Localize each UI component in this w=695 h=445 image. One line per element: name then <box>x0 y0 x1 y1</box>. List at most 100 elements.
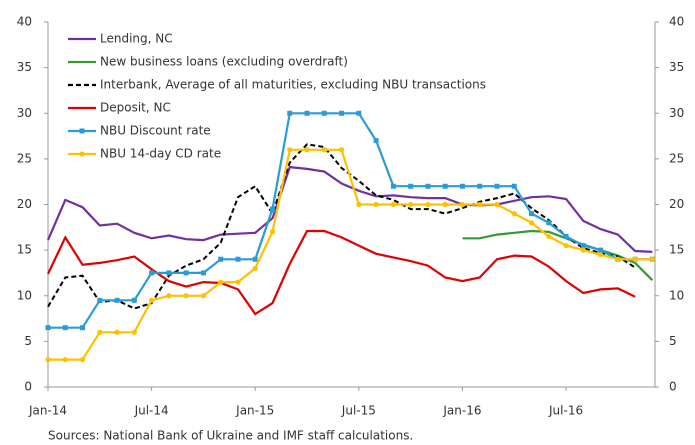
y2-tick-label: 20 <box>669 197 684 211</box>
data-point <box>580 243 586 249</box>
legend-label: NBU 14-day CD rate <box>100 147 221 161</box>
data-point <box>615 256 621 262</box>
data-point <box>632 256 638 262</box>
data-point <box>511 183 517 189</box>
data-point <box>459 183 465 189</box>
legend-label: New business loans (excluding overdraft) <box>100 55 348 69</box>
data-point <box>79 357 86 363</box>
series-line <box>47 143 636 310</box>
series-line <box>48 112 653 329</box>
series-line <box>48 148 653 361</box>
data-point <box>563 242 569 249</box>
data-point <box>563 233 569 239</box>
data-point <box>269 206 275 212</box>
data-point <box>149 270 155 276</box>
data-point <box>304 110 310 116</box>
y2-tick-label: 40 <box>669 15 684 29</box>
data-point <box>649 256 656 262</box>
data-point <box>373 201 379 208</box>
data-point <box>494 183 500 189</box>
data-point <box>114 297 120 303</box>
y-tick-label: 40 <box>17 15 32 29</box>
data-point <box>408 183 414 189</box>
data-point <box>183 293 189 299</box>
data-point <box>200 293 207 299</box>
data-point <box>580 247 586 253</box>
y-tick-label: 20 <box>17 197 32 211</box>
data-point <box>252 256 258 262</box>
data-point <box>45 357 51 363</box>
data-point <box>97 297 103 303</box>
y2-tick-label: 25 <box>669 151 684 165</box>
data-point <box>408 201 414 208</box>
data-point <box>235 279 241 285</box>
data-point <box>511 211 517 217</box>
source-note: Sources: National Bank of Ukraine and IM… <box>48 429 413 443</box>
legend-label: Deposit, NC <box>100 101 171 115</box>
y2-tick-label: 10 <box>669 288 684 302</box>
y-tick-label: 10 <box>17 288 32 302</box>
x-tick-label: Jan-16 <box>442 404 481 418</box>
y2-tick-label: 5 <box>669 334 677 348</box>
data-point <box>218 279 224 285</box>
y-tick-label: 35 <box>17 60 32 74</box>
data-point <box>218 256 224 262</box>
data-point <box>321 110 327 116</box>
data-point <box>183 270 189 276</box>
data-point <box>598 247 604 253</box>
legend-marker <box>79 128 85 134</box>
series-line <box>47 229 636 316</box>
data-point <box>62 357 68 363</box>
data-point <box>339 110 345 116</box>
data-point <box>546 233 552 240</box>
data-point <box>166 293 172 299</box>
legend-label: Lending, NC <box>100 32 173 46</box>
data-point <box>494 201 500 208</box>
data-point <box>356 201 362 208</box>
x-tick-label: Jan-15 <box>235 404 274 418</box>
data-point <box>390 183 396 189</box>
data-point <box>321 147 327 153</box>
data-point <box>200 270 206 276</box>
data-point <box>477 183 483 189</box>
data-point <box>477 201 483 208</box>
data-point <box>529 211 535 217</box>
data-point <box>131 297 137 303</box>
y2-tick-label: 35 <box>669 60 684 74</box>
data-point <box>304 147 310 153</box>
y-tick-label: 15 <box>17 243 32 257</box>
data-point <box>45 325 51 331</box>
x-tick-label: Jan-14 <box>28 404 67 418</box>
data-point <box>390 201 396 208</box>
x-tick-label: Jul-16 <box>548 404 583 418</box>
y-tick-label: 25 <box>17 151 32 165</box>
y2-tick-label: 15 <box>669 243 684 257</box>
data-point <box>442 201 448 208</box>
data-point <box>528 220 535 226</box>
data-point <box>166 270 172 276</box>
data-point <box>546 220 552 226</box>
data-point <box>459 201 466 208</box>
data-point <box>442 183 448 189</box>
data-point <box>80 325 86 331</box>
data-point <box>338 147 345 153</box>
data-point <box>97 329 103 335</box>
data-point <box>287 110 293 116</box>
y-tick-label: 0 <box>24 380 32 394</box>
data-point <box>252 265 258 271</box>
data-point <box>114 329 120 335</box>
data-point <box>425 183 431 189</box>
data-point <box>149 297 155 303</box>
data-point <box>356 110 362 116</box>
legend-label: NBU Discount rate <box>100 124 211 138</box>
series-line <box>46 165 653 253</box>
x-tick-label: Jul-14 <box>134 404 169 418</box>
x-tick-label: Jul-15 <box>341 404 376 418</box>
y-tick-label: 30 <box>17 106 32 120</box>
data-point <box>598 252 604 258</box>
y2-tick-label: 30 <box>669 106 684 120</box>
data-point <box>425 201 431 208</box>
legend-label: Interbank, Average of all maturities, ex… <box>100 78 486 92</box>
data-point <box>287 147 293 153</box>
